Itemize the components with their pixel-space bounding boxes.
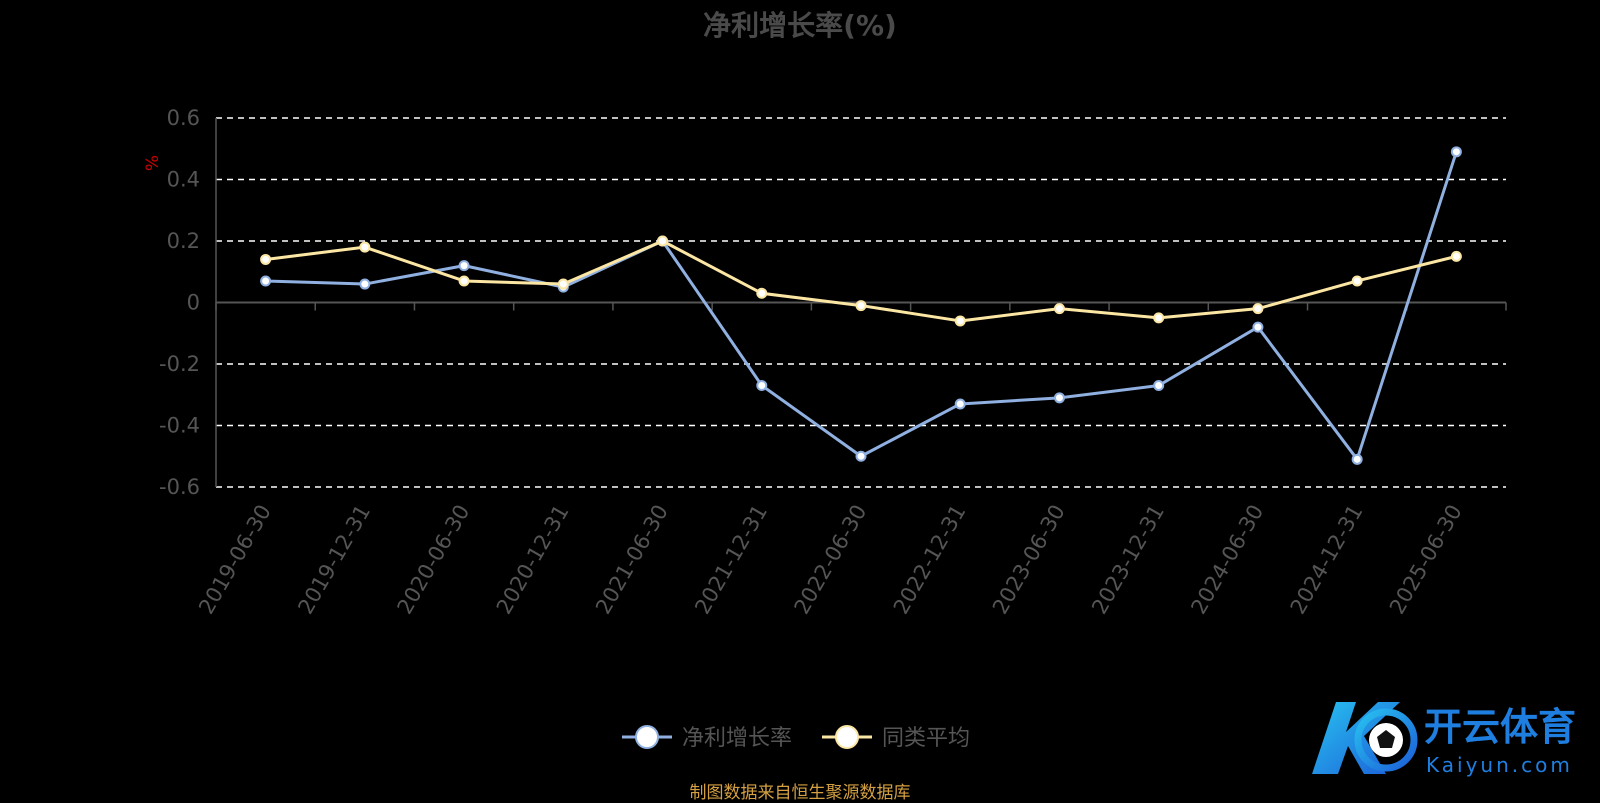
legend: 净利增长率 同类平均	[622, 725, 970, 751]
data-point-series-1[interactable]	[1351, 275, 1363, 287]
data-point-series-1[interactable]	[260, 253, 272, 265]
y-tick-label: -0.6	[159, 475, 200, 499]
data-point-series-0[interactable]	[1153, 380, 1165, 392]
legend-label-series-1: 同类平均	[882, 726, 970, 751]
y-tick-label: -0.2	[159, 352, 200, 376]
x-tick-label: 2020-06-30	[393, 500, 475, 618]
x-tick-label: 2023-12-31	[1087, 501, 1169, 619]
y-tick-label: -0.4	[159, 414, 200, 438]
data-point-series-1[interactable]	[458, 275, 470, 287]
data-point-series-0[interactable]	[756, 380, 768, 392]
x-tick-label: 2019-12-31	[293, 501, 375, 619]
x-tick-label: 2021-06-30	[591, 501, 673, 619]
legend-label-series-0: 净利增长率	[682, 726, 792, 751]
y-tick-label: 0	[187, 291, 200, 315]
data-point-series-1[interactable]	[954, 315, 966, 327]
logo-ball-icon	[1354, 708, 1418, 772]
x-tick-label: 2021-12-31	[690, 501, 772, 619]
data-point-series-0[interactable]	[260, 275, 272, 287]
data-point-series-0[interactable]	[1053, 392, 1065, 404]
x-tick-label: 2022-12-31	[889, 500, 971, 618]
data-point-series-1[interactable]	[1252, 303, 1264, 315]
legend-item-series-0[interactable]: 净利增长率	[622, 725, 792, 751]
data-point-series-0[interactable]	[1252, 321, 1264, 333]
watermark-en-text: Kaiyun.com	[1426, 753, 1573, 777]
data-point-series-1[interactable]	[657, 235, 669, 247]
data-point-series-1[interactable]	[359, 241, 371, 253]
data-point-series-0[interactable]	[855, 450, 867, 462]
y-tick-label: 0.2	[167, 229, 200, 253]
legend-marker-series-0	[635, 725, 659, 749]
data-point-series-0[interactable]	[1351, 453, 1363, 465]
data-point-series-1[interactable]	[756, 287, 768, 299]
chart-title: 净利增长率(%)	[703, 9, 897, 42]
data-point-series-1[interactable]	[855, 300, 867, 312]
legend-marker-series-1	[835, 725, 859, 749]
x-tick-label: 2023-06-30	[988, 501, 1070, 619]
legend-item-series-1[interactable]: 同类平均	[822, 725, 970, 751]
y-tick-label: 0.4	[167, 168, 200, 192]
source-note: 制图数据来自恒生聚源数据库	[689, 783, 911, 803]
x-tick-label: 2019-06-30	[194, 501, 276, 619]
data-point-series-0[interactable]	[359, 278, 371, 290]
grid-layer	[216, 117, 1506, 488]
y-axis-label: %	[143, 155, 163, 171]
x-tick-label: 2022-06-30	[790, 501, 872, 619]
data-point-series-1[interactable]	[1450, 250, 1462, 262]
watermark-cn-text: 开云体育	[1424, 705, 1576, 749]
data-point-series-1[interactable]	[1153, 312, 1165, 324]
data-point-series-1[interactable]	[557, 278, 569, 290]
y-tick-label: 0.6	[167, 106, 200, 130]
x-tick-label: 2024-06-30	[1186, 501, 1268, 619]
series-layer	[260, 146, 1462, 465]
x-tick-label: 2024-12-31	[1286, 501, 1368, 619]
watermark-logo: 开云体育 Kaiyun.com	[1312, 702, 1576, 777]
x-tick-label: 2025-06-30	[1385, 501, 1467, 619]
data-point-series-0[interactable]	[458, 260, 470, 272]
data-point-series-0[interactable]	[954, 398, 966, 410]
x-tick-label: 2020-12-31	[492, 501, 574, 619]
data-point-series-1[interactable]	[1053, 303, 1065, 315]
data-point-series-0[interactable]	[1450, 146, 1462, 158]
